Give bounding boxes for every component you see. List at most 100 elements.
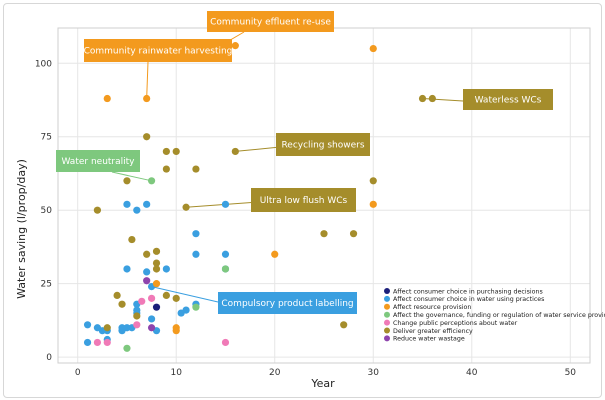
data-point	[231, 147, 239, 156]
annotation-label: Recycling showers	[281, 141, 364, 151]
data-point	[172, 327, 180, 335]
annotation-callout: Community rainwater harvesting	[84, 39, 233, 62]
legend-marker	[384, 311, 390, 318]
data-point	[83, 321, 92, 329]
data-point	[320, 230, 328, 238]
data-point	[143, 200, 151, 208]
x-axis-label: Year	[310, 377, 335, 390]
data-point	[192, 230, 200, 238]
data-point	[182, 203, 190, 211]
data-point	[172, 147, 180, 156]
annotation-box	[463, 89, 553, 110]
data-point	[147, 177, 156, 185]
data-point	[123, 265, 131, 273]
annotation-box	[276, 133, 370, 156]
data-point	[162, 147, 170, 156]
data-point	[172, 294, 180, 302]
series-4	[93, 294, 230, 347]
y-tick-label: 0	[46, 353, 52, 363]
data-point	[221, 250, 230, 258]
data-point	[340, 321, 348, 329]
data-point	[152, 259, 161, 267]
data-point	[162, 265, 170, 273]
legend-marker	[384, 288, 390, 294]
x-tick-label: 40	[466, 368, 478, 378]
data-point	[133, 312, 141, 320]
legend-marker	[384, 295, 390, 302]
annotation-leader	[146, 61, 149, 99]
data-point	[143, 250, 151, 258]
data-point	[123, 200, 131, 208]
data-point	[138, 297, 146, 305]
y-tick-label: 75	[41, 133, 52, 143]
x-tick-label: 30	[368, 368, 380, 378]
data-point	[103, 338, 111, 347]
data-point	[103, 94, 111, 103]
legend-label: Affect the governance, funding or regula…	[393, 312, 605, 319]
annotation-box	[218, 292, 357, 314]
annotation-label: Waterless WCs	[475, 96, 542, 106]
data-point	[133, 206, 141, 214]
data-point	[133, 306, 141, 314]
data-point	[152, 265, 161, 273]
annotation-label: Community rainwater harvesting	[84, 47, 233, 57]
legend-label: Deliver greater efficiency	[393, 328, 473, 335]
data-point	[221, 338, 230, 347]
data-point	[182, 306, 190, 314]
x-tick-label: 0	[75, 368, 81, 378]
data-point	[428, 94, 436, 103]
y-tick-label: 50	[41, 206, 53, 216]
legend-label: Affect consumer choice in water using pr…	[393, 296, 544, 303]
y-axis-ticks: 0 25 50 75 100	[35, 59, 52, 363]
x-tick-label: 20	[269, 368, 281, 378]
annotation-callout: Water neutrality	[56, 150, 140, 172]
data-point	[152, 280, 161, 288]
data-point	[83, 338, 92, 347]
data-point	[147, 324, 156, 332]
annotation-callout: Waterless WCs	[463, 89, 553, 110]
y-tick-label: 100	[35, 59, 52, 69]
data-point	[221, 265, 230, 273]
annotation-callout: Recycling showers	[276, 133, 370, 156]
data-point	[93, 338, 102, 347]
legend-label: Affect consumer choice in purchasing dec…	[393, 288, 543, 295]
data-point	[147, 294, 156, 302]
series-5	[93, 94, 436, 332]
annotation-box	[207, 11, 334, 32]
annotation-leader	[111, 171, 152, 182]
series-2	[103, 42, 377, 335]
data-point	[162, 291, 170, 300]
annotation-box	[84, 39, 232, 62]
annotation-label: Water neutrality	[61, 157, 135, 167]
data-point	[349, 230, 358, 238]
annotation-callout: Ultra low flush WCs	[251, 188, 356, 212]
data-point	[369, 44, 377, 53]
data-point	[152, 303, 161, 311]
series-3	[123, 177, 230, 352]
data-point	[103, 324, 111, 332]
x-tick-label: 10	[170, 368, 182, 378]
data-point	[123, 177, 131, 185]
series-6	[143, 277, 156, 332]
legend-marker	[384, 327, 390, 334]
legend-marker	[384, 303, 390, 310]
data-point	[118, 300, 126, 308]
annotation-label: Ultra low flush WCs	[260, 196, 348, 206]
data-point	[123, 344, 131, 352]
data-point	[152, 247, 161, 255]
data-point	[162, 165, 170, 173]
data-point	[418, 94, 427, 103]
annotation-leader	[151, 286, 219, 303]
annotation-label: Community effluent re-use	[210, 18, 331, 28]
data-point	[93, 206, 102, 214]
legend-marker	[384, 319, 390, 326]
data-point	[192, 303, 200, 311]
annotation-box	[56, 150, 140, 172]
series-0	[152, 303, 161, 311]
x-axis-ticks: 0 10 20 30 40 50	[75, 368, 576, 378]
x-tick-label: 50	[565, 368, 577, 378]
annotation-leader	[422, 98, 464, 102]
data-point	[143, 277, 151, 285]
data-point	[271, 250, 279, 258]
